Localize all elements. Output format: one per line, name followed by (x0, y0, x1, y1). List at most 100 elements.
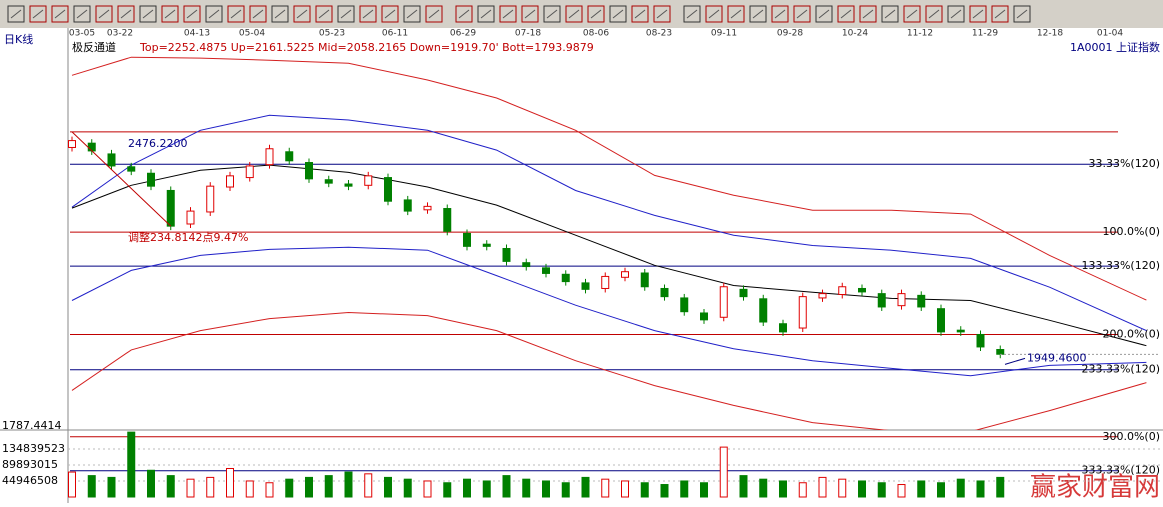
tool-glyph (862, 9, 874, 19)
tool-button[interactable] (653, 5, 671, 23)
tool-button[interactable] (183, 5, 201, 23)
tool-button[interactable] (359, 5, 377, 23)
tool-button[interactable] (969, 5, 987, 23)
candle (818, 293, 827, 299)
candle (937, 308, 945, 333)
candle (166, 189, 175, 227)
date-label: 09-28 (777, 29, 803, 39)
tool-glyph (524, 9, 536, 19)
tool-button[interactable] (51, 5, 69, 23)
volume-bar (877, 482, 886, 498)
tool-button[interactable] (117, 5, 135, 23)
date-label: 03-22 (107, 29, 133, 39)
volume-bar (621, 480, 629, 498)
tool-button[interactable] (337, 5, 355, 23)
tool-button[interactable] (587, 5, 605, 23)
tool-button[interactable] (139, 5, 157, 23)
date-label: 06-11 (382, 29, 408, 39)
tool-button[interactable] (227, 5, 245, 23)
tool-button[interactable] (859, 5, 877, 23)
tool-button[interactable] (499, 5, 517, 23)
volume-bar (779, 480, 787, 498)
tool-glyph (686, 9, 698, 19)
tool-button[interactable] (455, 5, 473, 23)
tool-button[interactable] (477, 5, 495, 23)
date-label: 10-24 (842, 29, 868, 39)
tool-button[interactable] (881, 5, 899, 23)
tool-button[interactable] (271, 5, 289, 23)
level-label: 233.33%(120) (1081, 363, 1160, 376)
tool-glyph (818, 9, 830, 19)
tool-button[interactable] (521, 5, 539, 23)
tool-button[interactable] (727, 5, 745, 23)
tool-glyph (906, 9, 918, 19)
tool-button[interactable] (991, 5, 1009, 23)
candle (285, 151, 294, 162)
candle (601, 275, 610, 289)
volume-bar (186, 478, 195, 498)
tool-button[interactable] (7, 5, 25, 23)
tool-glyph (994, 9, 1006, 19)
candle (917, 294, 926, 308)
tool-glyph (164, 9, 176, 19)
volume-bar (561, 482, 570, 498)
candle (344, 183, 353, 187)
tool-button[interactable] (205, 5, 223, 23)
candle (542, 267, 550, 274)
date-label: 12-18 (1037, 29, 1063, 39)
tool-button[interactable] (425, 5, 443, 23)
tool-button[interactable] (815, 5, 833, 23)
date-label: 07-18 (515, 29, 541, 39)
price-bottom-label: 1787.4414 (2, 419, 62, 432)
tool-glyph (384, 9, 396, 19)
tool-button[interactable] (565, 5, 583, 23)
tool-button[interactable] (381, 5, 399, 23)
tool-glyph (406, 9, 418, 19)
tool-button[interactable] (543, 5, 561, 23)
volume-bar (384, 476, 392, 498)
tool-glyph (208, 9, 220, 19)
tool-button[interactable] (683, 5, 701, 23)
tool-glyph (796, 9, 808, 19)
channel-line (71, 56, 1147, 301)
tool-button[interactable] (403, 5, 421, 23)
tool-button[interactable] (705, 5, 723, 23)
tool-button[interactable] (95, 5, 113, 23)
candle (956, 329, 965, 333)
tool-button[interactable] (903, 5, 921, 23)
last-pointer (1004, 357, 1026, 365)
candle (502, 247, 511, 262)
tool-glyph (32, 9, 44, 19)
tool-glyph (774, 9, 786, 19)
tool-button[interactable] (609, 5, 627, 23)
tool-button[interactable] (29, 5, 47, 23)
tool-glyph (656, 9, 668, 19)
tool-button[interactable] (947, 5, 965, 23)
volume-bar (739, 475, 748, 498)
tool-button[interactable] (293, 5, 311, 23)
tool-glyph (230, 9, 242, 19)
candle (858, 287, 866, 293)
tool-button[interactable] (749, 5, 767, 23)
volume-bar (482, 480, 491, 498)
tool-button[interactable] (631, 5, 649, 23)
volume-bar (364, 473, 373, 498)
tool-glyph (458, 9, 470, 19)
plot (68, 56, 1147, 430)
tool-button[interactable] (771, 5, 789, 23)
tool-button[interactable] (249, 5, 267, 23)
tool-button[interactable] (315, 5, 333, 23)
indicator-params: Top=2252.4875 Up=2161.5225 Mid=2058.2165… (139, 41, 594, 54)
tool-button[interactable] (837, 5, 855, 23)
tool-button[interactable] (1013, 5, 1031, 23)
date-label: 05-23 (319, 29, 345, 39)
tool-button[interactable] (793, 5, 811, 23)
tool-button[interactable] (161, 5, 179, 23)
tool-button[interactable] (925, 5, 943, 23)
volume-bar (87, 475, 96, 498)
candle (621, 271, 629, 278)
tool-button[interactable] (73, 5, 91, 23)
date-label: 08-23 (646, 29, 672, 39)
candle (640, 272, 649, 288)
candle (423, 205, 432, 211)
